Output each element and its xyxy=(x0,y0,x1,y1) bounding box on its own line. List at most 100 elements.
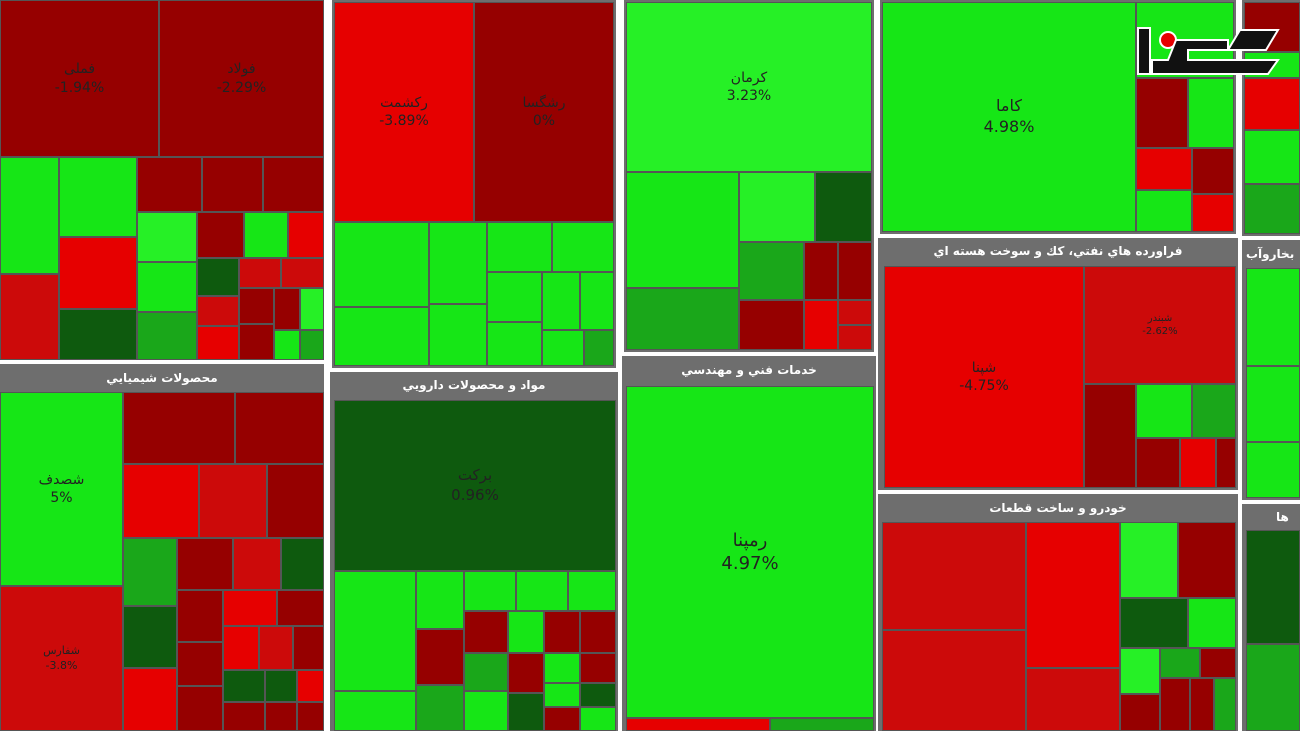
tile[interactable] xyxy=(1200,648,1236,678)
tile[interactable] xyxy=(267,464,324,538)
tile[interactable] xyxy=(197,326,239,360)
tile[interactable] xyxy=(202,157,263,212)
tile[interactable] xyxy=(59,157,137,237)
tile[interactable] xyxy=(1084,384,1136,488)
tile[interactable] xyxy=(1136,190,1192,232)
tile[interactable] xyxy=(804,300,838,350)
tile[interactable] xyxy=(838,325,872,350)
tile[interactable] xyxy=(1246,442,1300,498)
tile[interactable] xyxy=(244,212,288,258)
tile[interactable] xyxy=(197,212,244,258)
tile[interactable] xyxy=(552,222,614,272)
tile[interactable] xyxy=(1246,366,1300,442)
tile[interactable] xyxy=(584,330,614,366)
tile[interactable] xyxy=(288,212,324,258)
tile-rakeshmat[interactable]: رکشمت -3.89% xyxy=(334,2,474,222)
tile[interactable] xyxy=(882,630,1026,731)
tile[interactable] xyxy=(123,464,199,538)
tile-foolad[interactable]: فولاد -2.29% xyxy=(159,0,324,157)
tile[interactable] xyxy=(263,157,324,212)
tile[interactable] xyxy=(177,538,233,590)
tile[interactable] xyxy=(300,330,324,360)
tile[interactable] xyxy=(59,237,137,309)
tile[interactable] xyxy=(416,685,464,731)
tile[interactable] xyxy=(1188,78,1234,148)
tile[interactable] xyxy=(223,590,277,626)
tile[interactable] xyxy=(197,296,239,326)
tile[interactable] xyxy=(580,272,614,330)
tile[interactable] xyxy=(281,538,324,590)
tile[interactable] xyxy=(544,611,580,653)
tile[interactable] xyxy=(1136,438,1180,488)
tile[interactable] xyxy=(838,300,872,325)
tile[interactable] xyxy=(197,258,239,296)
tile[interactable] xyxy=(123,538,177,606)
tile[interactable] xyxy=(0,157,59,274)
tile[interactable] xyxy=(416,629,464,685)
tile[interactable] xyxy=(223,626,259,670)
tile[interactable] xyxy=(1188,598,1236,648)
tile[interactable] xyxy=(1120,648,1160,694)
tile[interactable] xyxy=(297,670,324,702)
tile[interactable] xyxy=(1190,678,1214,731)
tile[interactable] xyxy=(177,686,223,731)
tile[interactable] xyxy=(1192,194,1234,232)
tile[interactable] xyxy=(429,222,487,304)
tile[interactable] xyxy=(815,172,872,242)
tile[interactable] xyxy=(1192,148,1234,194)
tile[interactable] xyxy=(1180,438,1216,488)
tile[interactable] xyxy=(281,258,324,288)
tile[interactable] xyxy=(739,172,815,242)
tile[interactable] xyxy=(804,242,838,300)
tile[interactable] xyxy=(334,571,416,691)
tile[interactable] xyxy=(508,693,544,731)
tile[interactable] xyxy=(1026,668,1120,731)
tile-shapna[interactable]: شپنا -4.75% xyxy=(884,266,1084,488)
tile[interactable] xyxy=(416,571,464,629)
tile[interactable] xyxy=(464,653,508,691)
tile[interactable] xyxy=(274,288,300,330)
tile[interactable] xyxy=(274,330,300,360)
tile[interactable] xyxy=(123,392,235,464)
tile-kerman[interactable]: کرمان 3.23% xyxy=(626,2,872,172)
tile[interactable] xyxy=(1160,678,1190,731)
tile[interactable] xyxy=(739,300,804,350)
tile[interactable] xyxy=(1244,184,1300,234)
tile[interactable] xyxy=(544,653,580,683)
tile[interactable] xyxy=(277,590,324,626)
tile[interactable] xyxy=(259,626,293,670)
tile[interactable] xyxy=(487,322,542,366)
tile[interactable] xyxy=(1026,522,1120,668)
tile[interactable] xyxy=(223,670,265,702)
tile[interactable] xyxy=(199,464,267,538)
tile[interactable] xyxy=(239,258,281,288)
tile[interactable] xyxy=(265,702,297,731)
tile[interactable] xyxy=(300,288,324,330)
tile[interactable] xyxy=(1160,648,1200,678)
tile[interactable] xyxy=(137,312,197,360)
tile[interactable] xyxy=(223,702,265,731)
tile[interactable] xyxy=(1246,644,1300,731)
tile[interactable] xyxy=(739,242,804,300)
tile[interactable] xyxy=(265,670,297,702)
tile[interactable] xyxy=(1216,438,1236,488)
tile-kama[interactable]: کاما 4.98% xyxy=(882,2,1136,232)
tile[interactable] xyxy=(1136,384,1192,438)
tile[interactable] xyxy=(1136,148,1192,190)
tile[interactable] xyxy=(1120,598,1188,648)
tile[interactable] xyxy=(464,611,508,653)
tile[interactable] xyxy=(516,571,568,611)
tile[interactable] xyxy=(297,702,324,731)
tile[interactable] xyxy=(1120,522,1178,598)
tile[interactable] xyxy=(293,626,324,670)
tile[interactable] xyxy=(177,642,223,686)
tile-shasadaf[interactable]: شصدف 5% xyxy=(0,392,123,586)
tile[interactable] xyxy=(137,262,197,312)
tile[interactable] xyxy=(770,718,874,731)
tile[interactable] xyxy=(487,272,542,322)
tile[interactable] xyxy=(1246,530,1300,644)
tile[interactable] xyxy=(580,707,616,731)
tile[interactable] xyxy=(1178,522,1236,598)
tile[interactable] xyxy=(487,222,552,272)
tile[interactable] xyxy=(580,611,616,653)
